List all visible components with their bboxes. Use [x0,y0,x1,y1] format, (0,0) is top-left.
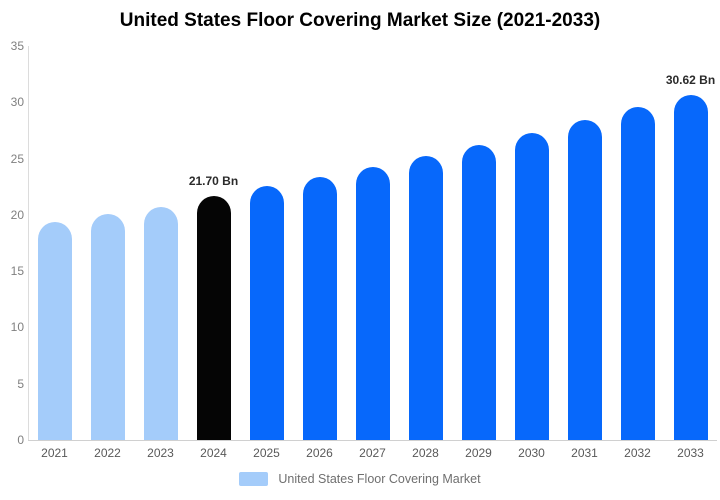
bar-2028[interactable] [408,156,443,440]
bar-2027[interactable] [355,167,390,440]
x-tick-label-2033: 2033 [677,446,704,460]
x-tick-label-2022: 2022 [94,446,121,460]
bar-slot-2026 [293,46,346,440]
y-tick-label: 25 [10,151,24,166]
y-tick-label: 20 [10,207,24,222]
bar-2021[interactable] [37,221,72,440]
x-tick-label-2031: 2031 [571,446,598,460]
plot-area: 0 5 10 15 20 25 30 35 21.70 Bn 30.62 Bn [11,39,717,447]
chart-title: United States Floor Covering Market Size… [119,10,601,31]
x-tick-label-2027: 2027 [359,446,386,460]
bar-slot-2027 [346,46,399,440]
bar-slot-2025 [240,46,293,440]
x-tick-label-2025: 2025 [253,446,280,460]
bar-slot-2033: 30.62 Bn [664,46,717,440]
bars-container: 21.70 Bn 30.62 Bn [28,46,717,440]
y-tick-label: 35 [10,39,24,53]
bar-slot-2031 [558,46,611,440]
bar-2031[interactable] [567,120,602,440]
x-axis-tick-labels: 2021 2022 2023 2024 2025 2026 2027 2028 2029 2030… [28,446,717,460]
x-tick-label-2032: 2032 [624,446,651,460]
bar-2029[interactable] [461,144,496,440]
legend[interactable]: United States Floor Covering Market [0,472,720,486]
bar-2023[interactable] [143,207,178,440]
legend-swatch [239,472,269,486]
x-tick-label-2028: 2028 [412,446,439,460]
x-tick-label-2026: 2026 [306,446,333,460]
bar-slot-2029 [452,46,505,440]
y-axis-line [28,46,29,440]
data-label-2024: 21.70 Bn [188,173,239,188]
x-tick-label-2023: 2023 [147,446,174,460]
x-axis-line [28,440,717,441]
bar-2025[interactable] [249,185,284,440]
y-tick-label: 0 [17,433,24,447]
bar-2032[interactable] [620,106,655,440]
bar-slot-2030 [505,46,558,440]
x-tick-label-2021: 2021 [41,446,68,460]
x-tick-label-2030: 2030 [518,446,545,460]
bar-slot-2021 [28,46,81,440]
bar-slot-2032 [611,46,664,440]
bar-2026[interactable] [302,176,337,440]
bar-slot-2022 [81,46,134,440]
bar-2024[interactable] [196,195,231,440]
y-tick-label: 5 [17,376,24,391]
y-tick-label: 30 [10,95,24,110]
bar-slot-2023 [134,46,187,440]
bar-2033[interactable] [673,95,708,440]
bar-2030[interactable] [514,132,549,440]
data-label-2033: 30.62 Bn [665,73,716,88]
bar-2022[interactable] [90,214,125,440]
bar-slot-2028 [399,46,452,440]
bar-slot-2024: 21.70 Bn [187,46,240,440]
legend-label: United States Floor Covering Market [278,472,481,486]
x-tick-label-2024: 2024 [200,446,227,460]
y-tick-label: 10 [10,320,24,335]
x-tick-label-2029: 2029 [465,446,492,460]
y-tick-label: 15 [10,264,24,279]
